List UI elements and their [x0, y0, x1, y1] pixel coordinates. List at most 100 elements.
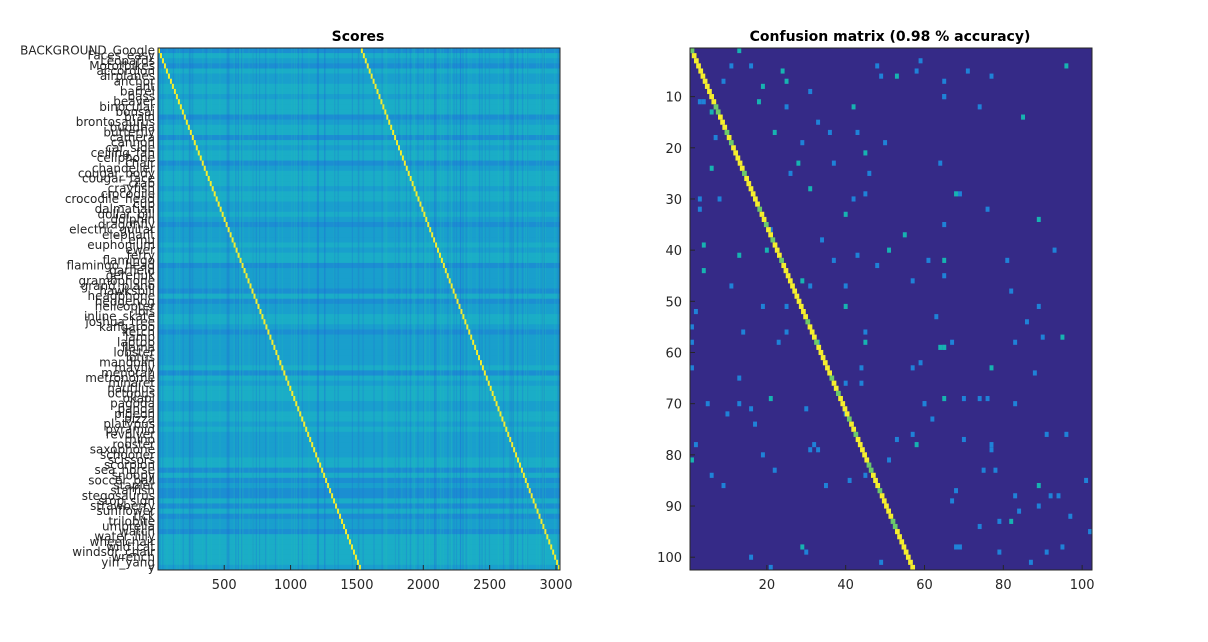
scores-row-band — [158, 165, 560, 171]
confusion-diagonal-cell — [884, 503, 889, 509]
confusion-offdiag-cell — [942, 344, 947, 350]
scores-diagonal-cell — [458, 303, 461, 309]
scores-row-band — [158, 129, 560, 135]
confusion-offdiag-cell — [721, 78, 726, 84]
scores-diagonal-cell — [372, 78, 375, 84]
scores-column-streak — [337, 48, 339, 570]
confusion-diagonal-cell — [731, 145, 736, 151]
scores-row-band — [158, 78, 560, 84]
scores-diagonal-cell — [263, 319, 266, 325]
scores-row-band — [158, 416, 560, 422]
confusion-offdiag-cell — [800, 140, 805, 146]
scores-row-band — [158, 339, 560, 345]
confusion-offdiag-cell — [749, 406, 754, 412]
scores-row-band — [158, 201, 560, 207]
scores-column-streak — [239, 48, 241, 570]
scores-column-streak — [202, 48, 204, 570]
confusion-offdiag-cell — [1028, 559, 1033, 565]
scores-diagonal-cell — [187, 124, 190, 130]
scores-diagonal-cell — [285, 375, 288, 381]
scores-column-streak — [557, 48, 559, 570]
confusion-diagonal-cell — [868, 467, 874, 473]
scores-column-streak — [476, 48, 478, 570]
confusion-diagonal-cell — [903, 549, 909, 555]
scores-row-band — [158, 477, 560, 483]
scores-diagonal-cell — [493, 396, 496, 402]
scores-class-label: water_lilly — [94, 530, 155, 544]
confusion-diagonal-cell — [770, 237, 776, 243]
confusion-offdiag-cell — [772, 129, 777, 135]
scores-column-streak — [451, 48, 453, 570]
scores-class-label: Motorbikes — [89, 59, 155, 73]
scores-class-label: hedgehog — [95, 294, 155, 308]
scores-row-band — [158, 365, 560, 371]
scores-column-streak — [468, 48, 470, 570]
scores-class-label: crab — [128, 177, 155, 191]
scores-diagonal-cell — [341, 518, 344, 524]
scores-column-streak — [450, 48, 452, 570]
confusion-offdiag-cell — [859, 380, 864, 386]
scores-diagonal-cell — [253, 293, 256, 299]
scores-diagonal-cell — [522, 472, 525, 478]
scores-diagonal-cell — [519, 462, 521, 468]
confusion-offdiag-cell — [772, 467, 777, 473]
scores-class-label: pigeon — [114, 407, 155, 421]
confusion-offdiag-cell — [784, 329, 789, 335]
confusion-diagonal-cell — [860, 447, 865, 453]
scores-class-label: okapi — [123, 392, 155, 406]
scores-row-band — [158, 539, 560, 545]
confusion-offdiag-cell — [697, 99, 702, 105]
scores-row-band — [158, 447, 560, 453]
scores-column-streak — [506, 48, 508, 570]
scores-diagonal-cell — [444, 268, 447, 274]
scores-row-band — [158, 252, 560, 258]
scores-diagonal-cell — [243, 268, 246, 274]
scores-row-band — [158, 175, 560, 182]
scores-row-band — [158, 462, 560, 468]
confusion-diagonal-cell — [833, 385, 839, 391]
scores-diagonal-cell — [348, 539, 351, 545]
scores-column-streak — [543, 48, 545, 570]
scores-column-streak — [517, 48, 519, 570]
confusion-diagonal-cell — [787, 278, 793, 284]
scores-diagonal-cell — [401, 155, 404, 161]
scores-diagonal-cell — [442, 262, 445, 269]
confusion-diagonal-cell — [809, 329, 815, 335]
scores-column-streak — [398, 48, 400, 570]
confusion-diagonal-cell — [853, 431, 859, 437]
confusion-offdiag-cell — [717, 196, 722, 202]
confusion-offdiag-cell — [1036, 483, 1041, 489]
scores-class-label: y — [148, 560, 155, 574]
confusion-offdiag-cell — [804, 406, 809, 412]
confusion-diagonal-cell — [752, 196, 758, 202]
scores-row-band — [158, 114, 560, 120]
confusion-diagonal-cell — [735, 155, 741, 161]
confusion-offdiag-cell — [950, 498, 955, 504]
scores-diagonal-cell — [450, 283, 453, 289]
confusion-offdiag-cell — [737, 375, 742, 381]
scores-class-label: dollar_bill — [97, 207, 155, 221]
scores-row-band — [158, 319, 560, 325]
scores-column-streak — [465, 48, 467, 570]
confusion-offdiag-cell — [942, 94, 947, 100]
confusion-offdiag-cell — [1060, 544, 1065, 550]
confusion-diagonal-cell — [768, 232, 773, 238]
scores-row-band — [158, 483, 560, 489]
scores-diagonal-cell — [370, 73, 373, 79]
scores-diagonal-cell — [209, 181, 212, 187]
scores-row-band — [158, 385, 560, 391]
scores-row-band — [158, 421, 560, 427]
scores-row-band — [158, 94, 560, 100]
scores-row-band — [158, 160, 560, 166]
scores-diagonal-cell — [378, 94, 381, 100]
scores-diagonal-cell — [311, 442, 314, 448]
scores-diagonal-cell — [380, 99, 383, 105]
confusion-diagonal-cell — [785, 273, 791, 279]
scores-chart: Scores BACKGROUND_GoogleFaces_easyLeopar… — [20, 29, 572, 593]
confusion-offdiag-cell — [1052, 247, 1057, 253]
scores-diagonal-cell — [239, 257, 242, 263]
scores-class-label: camera — [110, 131, 155, 145]
scores-column-streak — [190, 48, 192, 570]
confusion-diagonal-cell — [888, 513, 894, 519]
scores-column-streak — [176, 48, 178, 570]
